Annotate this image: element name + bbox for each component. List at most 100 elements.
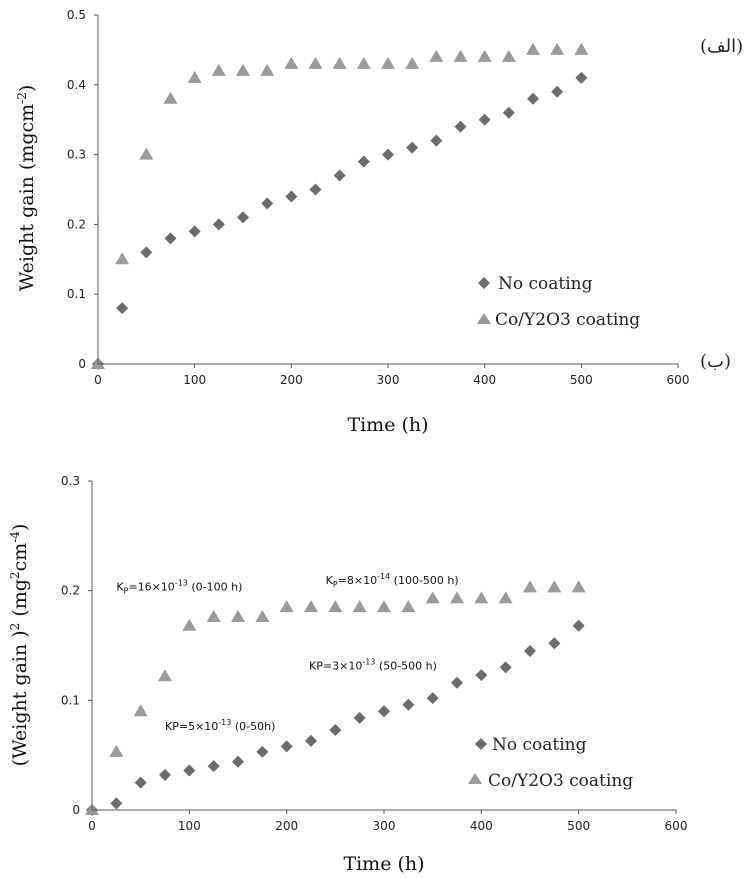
data-point-triangle bbox=[377, 600, 391, 613]
y-tick-label: 0.1 bbox=[67, 287, 86, 301]
data-point-diamond bbox=[478, 113, 491, 126]
data-point-triangle bbox=[158, 669, 172, 682]
data-point-triangle bbox=[182, 618, 197, 631]
data-point-triangle bbox=[550, 42, 565, 55]
data-point-diamond bbox=[357, 155, 370, 168]
data-point-triangle bbox=[187, 70, 202, 83]
data-point-diamond bbox=[382, 148, 394, 161]
marks-a bbox=[91, 42, 589, 370]
data-point-diamond bbox=[140, 246, 153, 259]
data-point-diamond bbox=[212, 218, 225, 231]
data-point-triangle bbox=[115, 252, 130, 265]
x-tick-label: 300 bbox=[373, 819, 396, 833]
data-point-triangle bbox=[332, 56, 347, 69]
data-point-triangle bbox=[477, 49, 492, 62]
data-point-diamond bbox=[548, 637, 561, 650]
x-tick-label: 400 bbox=[473, 373, 496, 387]
series-no-coating bbox=[92, 71, 588, 370]
data-point-diamond bbox=[426, 692, 439, 705]
data-point-diamond bbox=[164, 232, 177, 245]
x-tick-label: 100 bbox=[183, 373, 206, 387]
data-point-diamond bbox=[329, 723, 342, 736]
data-point-triangle bbox=[231, 609, 245, 622]
series-co-y2o3-coating bbox=[91, 42, 589, 369]
data-point-triangle bbox=[474, 591, 489, 604]
x-tick-label: 0 bbox=[88, 819, 96, 833]
data-point-triangle bbox=[381, 56, 395, 69]
x-tick-label: 400 bbox=[470, 819, 493, 833]
y-ticks-b: 0 0.1 0.2 0.3 bbox=[61, 474, 92, 817]
data-point-diamond bbox=[430, 134, 443, 147]
x-ticks-b: 0 100 200 300 400 500 600 bbox=[88, 810, 687, 833]
legend-marker-triangle bbox=[468, 773, 482, 784]
x-tick-label: 600 bbox=[667, 373, 690, 387]
legend-label: No coating bbox=[498, 274, 593, 294]
data-point-triangle bbox=[450, 591, 464, 604]
series-no-coating bbox=[86, 619, 585, 816]
annotations-b: KP=16×10-13 (0-100 h) KP=8×10-14 (100-500… bbox=[116, 572, 458, 733]
data-point-diamond bbox=[207, 760, 220, 773]
y-axis-title-b: (Weight gain )2 (mg2cm-4) bbox=[8, 524, 31, 767]
data-point-triangle bbox=[352, 600, 367, 613]
x-tick-label: 300 bbox=[377, 373, 400, 387]
data-point-triangle bbox=[163, 91, 178, 104]
data-point-diamond bbox=[451, 676, 463, 689]
data-point-diamond bbox=[280, 740, 293, 753]
data-point-diamond bbox=[256, 745, 269, 758]
data-point-diamond bbox=[110, 797, 123, 810]
data-point-diamond bbox=[499, 661, 512, 674]
data-point-triangle bbox=[308, 56, 323, 69]
kp-annotation: KP=3×10-13 (50-500 h) bbox=[309, 658, 437, 673]
data-point-diamond bbox=[232, 755, 244, 768]
data-point-triangle bbox=[405, 56, 420, 69]
data-point-triangle bbox=[429, 49, 444, 62]
data-point-triangle bbox=[255, 609, 270, 622]
data-point-diamond bbox=[454, 120, 467, 133]
data-point-triangle bbox=[501, 49, 516, 62]
data-point-triangle bbox=[523, 580, 537, 593]
kp-annotation: KP=16×10-13 (0-100 h) bbox=[116, 579, 242, 596]
legend-marker-diamond bbox=[475, 738, 487, 750]
chart-panel-b: (ب) 0 0.1 0.2 0.3 0 100 200 300 400 500 600 KP=16… bbox=[8, 351, 731, 875]
y-tick-label: 0.2 bbox=[67, 217, 86, 231]
legend-label: No coating bbox=[492, 735, 587, 755]
chart-panel-a: (الف) 0 0.1 0.2 0.3 0.4 0.5 0 100 200 300 400 500 6… bbox=[15, 8, 743, 436]
data-point-triangle bbox=[279, 600, 294, 613]
data-point-triangle bbox=[356, 56, 371, 69]
legend-marker-diamond bbox=[478, 277, 490, 289]
x-tick-label: 500 bbox=[570, 373, 593, 387]
data-point-triangle bbox=[498, 591, 513, 604]
data-point-diamond bbox=[159, 768, 171, 781]
y-tick-label: 0 bbox=[78, 357, 86, 371]
data-point-triangle bbox=[109, 744, 124, 757]
data-point-diamond bbox=[116, 302, 129, 315]
x-tick-label: 0 bbox=[94, 373, 102, 387]
data-point-diamond bbox=[378, 705, 390, 718]
y-tick-label: 0.2 bbox=[61, 584, 80, 598]
x-tick-label: 500 bbox=[567, 819, 590, 833]
legend-label: Co/Y2O3 coating bbox=[495, 310, 640, 330]
data-point-diamond bbox=[575, 71, 588, 84]
legend-label: Co/Y2O3 coating bbox=[488, 771, 633, 791]
data-point-diamond bbox=[237, 211, 249, 224]
data-point-diamond bbox=[134, 776, 147, 789]
data-point-diamond bbox=[402, 698, 415, 711]
y-ticks-a: 0 0.1 0.2 0.3 0.4 0.5 bbox=[67, 8, 98, 371]
data-point-triangle bbox=[236, 63, 250, 76]
legend-marker-triangle bbox=[477, 313, 491, 324]
data-point-diamond bbox=[183, 764, 196, 777]
y-tick-label: 0.5 bbox=[67, 8, 86, 22]
x-tick-label: 600 bbox=[665, 819, 688, 833]
y-tick-label: 0.4 bbox=[67, 78, 86, 92]
y-tick-label: 0 bbox=[72, 803, 80, 817]
data-point-diamond bbox=[188, 225, 201, 238]
data-point-diamond bbox=[285, 190, 298, 203]
data-point-triangle bbox=[453, 49, 468, 62]
data-point-triangle bbox=[328, 600, 343, 613]
data-point-diamond bbox=[309, 183, 322, 196]
data-point-triangle bbox=[547, 580, 562, 593]
data-point-diamond bbox=[524, 644, 536, 657]
data-point-triangle bbox=[284, 56, 299, 69]
data-point-triangle bbox=[526, 42, 540, 55]
